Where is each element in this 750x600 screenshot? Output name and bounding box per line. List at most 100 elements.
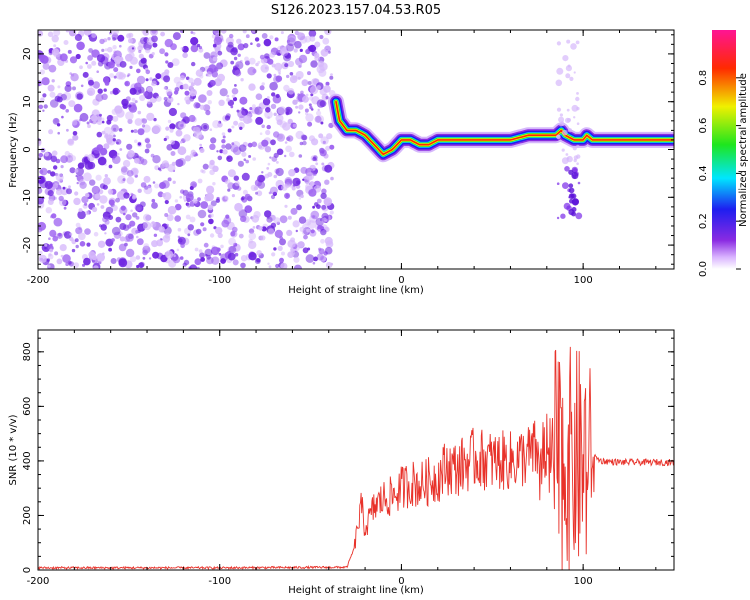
noise-blob bbox=[111, 130, 114, 133]
noise-blob bbox=[250, 42, 253, 45]
noise-blob bbox=[179, 256, 184, 260]
noise-blob bbox=[325, 261, 333, 269]
noise-blob bbox=[97, 61, 104, 67]
noise-blob bbox=[267, 116, 270, 119]
noise-blob bbox=[164, 232, 171, 239]
noise-blob bbox=[102, 216, 108, 223]
noise-blob bbox=[233, 56, 238, 61]
noise-blob bbox=[268, 191, 272, 195]
noise-blob bbox=[42, 109, 45, 112]
noise-blob bbox=[290, 237, 296, 243]
noise-blob bbox=[96, 203, 100, 206]
noise-blob bbox=[281, 184, 288, 191]
noise-blob bbox=[241, 172, 250, 181]
noise-blob bbox=[304, 35, 312, 43]
noise-blob bbox=[91, 33, 97, 38]
noise-blob bbox=[291, 186, 296, 191]
noise-blob bbox=[311, 31, 316, 35]
noise-blob bbox=[62, 254, 71, 263]
noise-blob bbox=[324, 179, 330, 185]
noise-blob bbox=[63, 231, 72, 239]
noise-blob bbox=[40, 147, 46, 153]
noise-blob bbox=[187, 224, 194, 231]
noise-blob bbox=[199, 143, 202, 147]
noise-blob bbox=[100, 205, 105, 209]
noise-blob bbox=[114, 56, 122, 64]
noise-blob bbox=[172, 255, 181, 264]
noise-blob bbox=[145, 78, 149, 82]
noise-blob bbox=[298, 241, 305, 248]
scatter-blob bbox=[571, 172, 579, 180]
noise-blob bbox=[287, 251, 294, 258]
noise-blob bbox=[283, 46, 288, 51]
noise-blob bbox=[84, 193, 90, 198]
noise-blob bbox=[199, 148, 205, 153]
noise-blob bbox=[95, 174, 102, 181]
noise-blob bbox=[261, 139, 269, 147]
noise-blob bbox=[185, 99, 191, 105]
noise-blob bbox=[219, 149, 224, 154]
noise-blob bbox=[234, 252, 239, 257]
noise-blob bbox=[318, 248, 325, 255]
noise-blob bbox=[307, 121, 313, 127]
noise-blob bbox=[132, 195, 136, 200]
noise-blob bbox=[49, 229, 57, 237]
noise-blob bbox=[293, 256, 300, 263]
noise-blob bbox=[196, 43, 201, 48]
noise-blob bbox=[51, 35, 59, 43]
noise-blob bbox=[116, 109, 125, 118]
noise-blob bbox=[59, 244, 67, 252]
noise-blob bbox=[72, 86, 76, 91]
noise-blob bbox=[74, 191, 79, 196]
snr-line bbox=[38, 346, 674, 570]
noise-blob bbox=[48, 129, 54, 135]
noise-blob bbox=[239, 96, 248, 105]
noise-blob bbox=[112, 138, 117, 142]
noise-blob bbox=[252, 226, 256, 229]
noise-blob bbox=[206, 71, 212, 77]
noise-blob bbox=[237, 43, 245, 51]
scatter-blob bbox=[571, 193, 577, 199]
snr-ticks: -200 -100 0 100 0 200 400 600 800 bbox=[22, 330, 674, 587]
noise-blob bbox=[221, 139, 226, 144]
noise-blob bbox=[145, 69, 151, 75]
noise-blob bbox=[280, 262, 288, 269]
scatter-blob bbox=[560, 121, 565, 125]
scatter-blob bbox=[572, 198, 579, 206]
noise-blob bbox=[279, 238, 286, 246]
noise-blob bbox=[256, 43, 261, 48]
noise-blob bbox=[129, 192, 133, 196]
scatter-blob bbox=[571, 166, 578, 173]
noise-blob bbox=[153, 233, 158, 237]
noise-blob bbox=[209, 143, 216, 150]
noise-blob bbox=[268, 265, 272, 269]
scatter-blob bbox=[562, 55, 569, 62]
noise-blob bbox=[163, 96, 168, 101]
noise-blob bbox=[252, 104, 256, 109]
noise-blob bbox=[169, 128, 174, 133]
noise-blob bbox=[45, 207, 52, 214]
noise-blob bbox=[266, 216, 273, 223]
noise-blob bbox=[101, 117, 105, 121]
noise-blob bbox=[69, 232, 73, 236]
noise-blob bbox=[248, 238, 253, 244]
noise-blob bbox=[298, 216, 307, 224]
noise-blob bbox=[165, 223, 169, 227]
noise-blob bbox=[39, 82, 43, 86]
noise-blob bbox=[97, 240, 106, 248]
noise-blob bbox=[217, 50, 223, 56]
noise-blob bbox=[113, 134, 116, 138]
noise-blob bbox=[64, 150, 71, 157]
noise-blob bbox=[126, 170, 134, 177]
noise-blob bbox=[189, 186, 194, 190]
noise-blob bbox=[136, 207, 141, 211]
noise-blob bbox=[298, 111, 301, 114]
noise-blob bbox=[115, 216, 122, 223]
heatmap-xtick-label: -100 bbox=[208, 275, 231, 286]
noise-blob bbox=[126, 176, 135, 185]
noise-blob bbox=[303, 234, 308, 240]
noise-blob bbox=[101, 120, 105, 124]
noise-blob bbox=[275, 167, 284, 177]
noise-blob bbox=[127, 224, 132, 229]
noise-blob bbox=[96, 119, 103, 125]
